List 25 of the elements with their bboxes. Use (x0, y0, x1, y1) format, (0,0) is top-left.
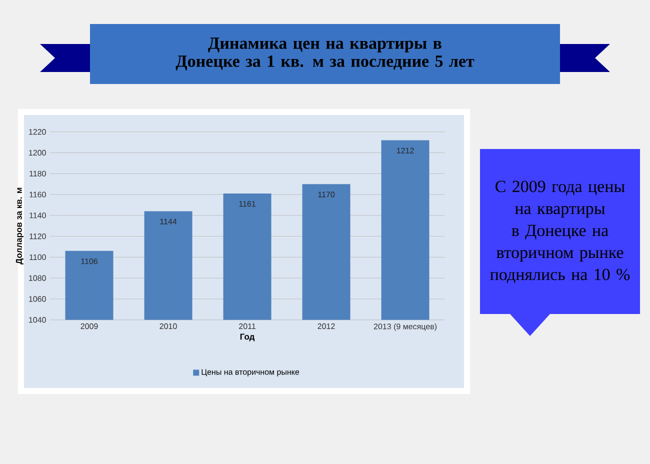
y-tick-label: 1060 (29, 296, 46, 302)
x-axis-title: Год (240, 334, 255, 342)
data-label: 1170 (318, 192, 335, 198)
y-tick-label: 1180 (30, 170, 46, 176)
y-tick-label: 1120 (30, 233, 46, 240)
y-tick-label: 1080 (29, 275, 46, 281)
x-tick-label: 2011 (239, 323, 256, 330)
data-label: 1161 (239, 201, 256, 207)
y-tick-label: 1160 (30, 192, 46, 198)
data-label: 1212 (396, 148, 414, 154)
y-tick-label: 1220 (29, 129, 46, 135)
y-axis-title: Долларов за кв. м (16, 188, 24, 264)
x-tick-label: 2009 (80, 323, 98, 330)
legend-label: Цены на вторичном рынке (202, 369, 300, 376)
data-label: 1106 (81, 258, 98, 264)
x-tick-label: 2012 (318, 323, 335, 330)
data-label: 1144 (160, 218, 177, 224)
text: С 2009 года цены на квартиры в Донецке на вторичном рынке поднялись на 10 % (490, 180, 630, 284)
y-tick-label: 1100 (30, 254, 46, 260)
chart-title: Динамика цен на квартиры в Донецке за 1 кв. м за последние 5 лет (176, 38, 474, 70)
y-tick-label: 1040 (29, 317, 46, 323)
x-tick-label: 2013 (9 месяцев) (374, 323, 437, 331)
y-tick-label: 1200 (29, 150, 46, 156)
x-tick-label: 2010 (160, 323, 177, 330)
y-tick-label: 1140 (30, 212, 46, 218)
